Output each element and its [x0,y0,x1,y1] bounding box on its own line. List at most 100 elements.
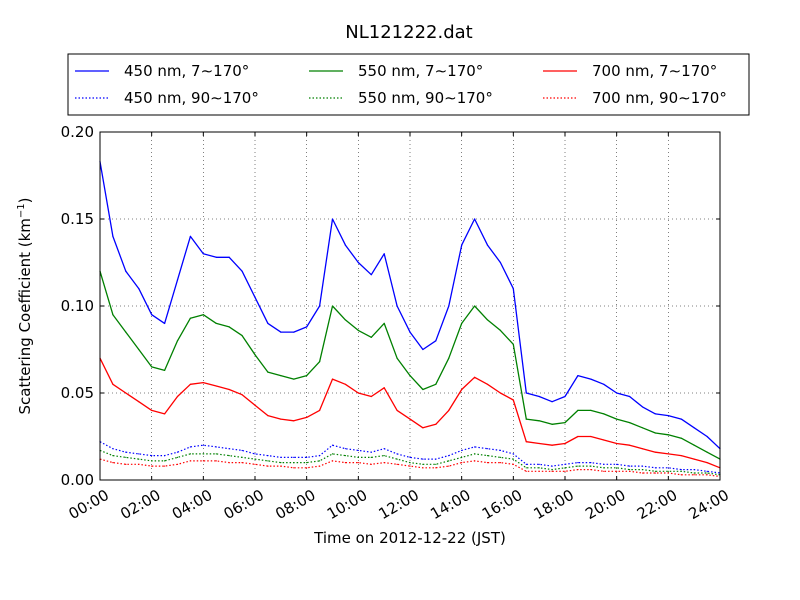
series-point [538,463,540,465]
series-point [435,458,437,460]
series-point [422,427,424,429]
series-point [306,462,308,464]
series-point [357,462,359,464]
series-point [306,375,308,377]
series-point [577,435,579,438]
series-point [499,456,502,458]
x-axis-label: Time on 2012-12-22 (JST) [313,529,506,547]
series-point [241,270,243,272]
series-point [163,413,166,415]
series-point [215,446,217,448]
series-point [138,463,140,465]
series-point [293,378,295,380]
x-tick-label: 06:00 [221,486,267,523]
series-point [706,474,708,476]
series-point [228,455,230,457]
series-point [486,319,489,321]
series-point [628,465,631,467]
series-point [357,329,359,331]
series-point [306,467,308,469]
series-point [267,465,269,467]
series-point [525,467,527,469]
series-point [189,446,192,448]
series-point [512,288,514,290]
series-point [189,460,192,462]
series-point [590,468,592,471]
series-point [616,467,618,469]
series-point [151,460,153,462]
series-point [525,441,527,443]
series-point [331,218,334,220]
series-point [176,451,179,453]
legend-label: 700 nm, 90∼170° [592,89,727,107]
series-point [641,472,644,474]
series-point [628,421,631,424]
series-point [486,462,489,464]
series-point [551,468,553,471]
series-point [383,322,385,324]
series-point [215,460,217,462]
series-point [318,460,321,462]
series-point [370,463,372,465]
series-point [641,448,644,450]
series-point [577,462,579,464]
series-point [267,371,269,373]
series-point [112,455,114,457]
series-point [357,456,359,458]
series-point [254,354,256,356]
series-point [448,465,450,467]
series-point [176,340,179,342]
series-point [306,326,308,328]
series-point [370,395,372,398]
series-point [680,468,682,471]
series-point [125,270,127,272]
series-point [202,453,204,455]
series-point [422,348,424,351]
x-tick-label: 14:00 [427,486,473,523]
series-point [551,465,553,467]
series-point [603,470,605,472]
series-point [435,467,437,469]
series-point [383,253,385,255]
series-point [499,392,502,394]
series-point [344,462,347,464]
series-point [435,463,437,465]
series-point [396,453,398,455]
x-tick-label: 00:00 [66,486,112,523]
x-tick-label: 02:00 [117,486,163,523]
series-point [189,453,192,455]
series-point [306,456,308,458]
series-point [280,418,282,420]
series-point [654,470,657,472]
series-point [202,381,204,384]
series-point [538,470,540,472]
series-point [448,357,450,359]
series-point [667,415,669,417]
series-point [138,288,140,290]
series-point [254,458,256,460]
series-point [486,448,489,450]
legend-frame [67,53,750,116]
series-point [473,218,476,220]
series-point [344,244,347,246]
y-axis-label-unit-exponent: −1 [16,203,27,218]
series-layer [99,160,721,478]
series-point [538,420,540,422]
y-tick-label: 0.20 [61,123,94,141]
series-point [628,470,631,472]
series-point [228,256,230,258]
series-point [435,423,437,425]
series-point [215,322,217,324]
series-point [409,418,411,420]
series-point [551,423,553,425]
plot-area: 00:00 02:00 04:00 06:00 08:00 10:00 12:00 14:00… [61,123,732,523]
series-point [176,463,179,465]
series-point [280,465,282,467]
series-point [667,472,669,474]
series-point [538,442,540,445]
series-point [603,439,605,441]
series-point [461,388,463,391]
series-point [525,463,527,465]
series-point [706,435,708,438]
